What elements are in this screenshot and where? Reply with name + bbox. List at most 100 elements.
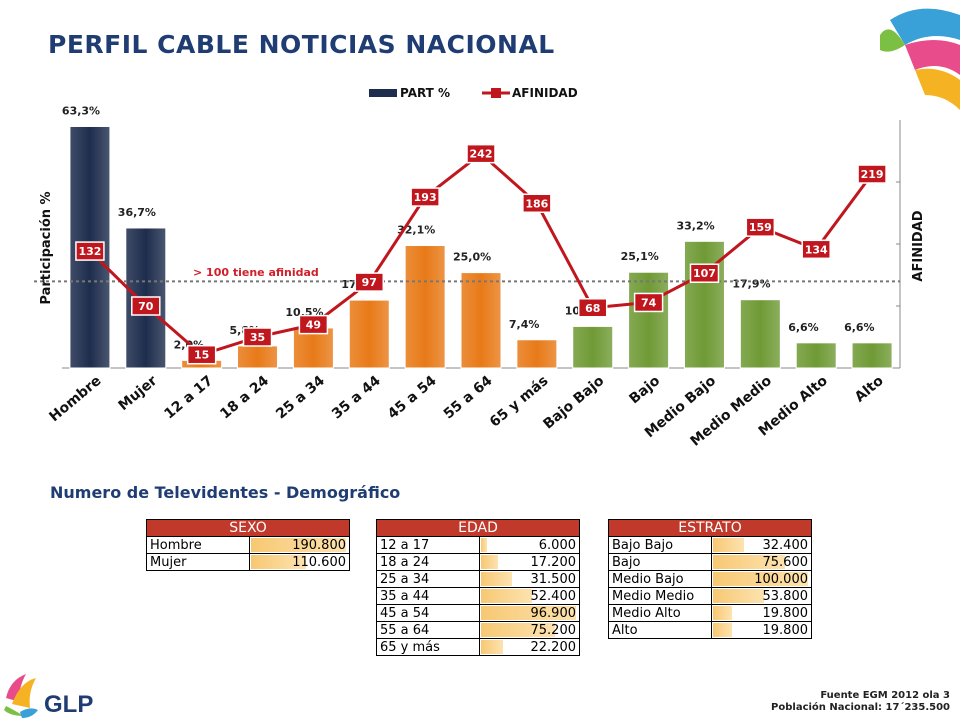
category-label-4: 25 a 34 (273, 373, 328, 423)
table-row: 35 a 44 52.400 (376, 587, 580, 605)
row-label: 65 y más (376, 638, 480, 656)
table-row: 45 a 54 96.900 (376, 604, 580, 622)
row-label: Bajo (608, 553, 712, 571)
category-label-2: 12 a 17 (161, 373, 216, 423)
category-label-0: Hombre (46, 373, 104, 425)
table-row: Medio Alto 19.800 (608, 604, 812, 622)
bar-label-10: 25,1% (621, 250, 659, 263)
row-value: 19.800 (711, 604, 812, 622)
row-label: 18 a 24 (376, 553, 480, 571)
value-text: 22.200 (530, 639, 577, 655)
afinidad-label-5: 97 (362, 276, 377, 289)
row-label: Medio Bajo (608, 570, 712, 588)
table-row: 12 a 17 6.000 (376, 536, 580, 554)
table-sexo: SEXO Hombre 190.800 Mujer 110.600 (146, 519, 350, 571)
afinidad-point-3 (242, 327, 273, 347)
table-row: Medio Medio 53.800 (608, 587, 812, 605)
afinidad-label-14: 219 (861, 168, 884, 181)
row-value: 32.400 (711, 536, 812, 554)
bar-12 (739, 299, 781, 369)
table-row: Bajo 75.600 (608, 553, 812, 571)
y-axis-title: Participación % (39, 191, 54, 304)
value-text: 190.800 (292, 537, 346, 553)
afinidad-point-14 (857, 164, 887, 184)
value-text: 19.800 (762, 622, 809, 638)
table-header: SEXO (146, 519, 350, 537)
row-value: 75.600 (711, 553, 812, 571)
afinidad-point-10 (633, 292, 664, 313)
data-bar (481, 640, 503, 654)
logo-text: GLP (44, 691, 93, 718)
row-value: 100.000 (711, 570, 812, 588)
category-label-3: 18 a 24 (217, 373, 272, 423)
afinidad-label-2: 15 (194, 349, 209, 362)
afinidad-label-7: 242 (470, 148, 493, 161)
category-labels: Hombre Mujer 12 a 17 18 a 24 25 a 34 35 a 44 4… (46, 373, 886, 450)
bar-3 (237, 345, 279, 369)
category-label-9: Bajo Bajo (540, 373, 607, 433)
value-text: 110.600 (292, 554, 346, 570)
row-value: 19.800 (711, 621, 812, 639)
row-value: 52.400 (479, 587, 580, 605)
data-bar (713, 538, 744, 552)
afinidad-label-3: 35 (250, 331, 265, 344)
legend-label-part: PART % (400, 86, 450, 100)
category-label-6: 45 a 54 (385, 373, 440, 423)
afinidad-point-5 (354, 272, 385, 292)
afinidad-label-12: 159 (749, 221, 772, 234)
data-bar (481, 538, 487, 552)
afinidad-point-8 (522, 193, 552, 214)
data-bar (713, 606, 732, 620)
category-label-7: 55 a 64 (441, 373, 496, 423)
value-text: 75.600 (762, 554, 809, 570)
value-text: 52.400 (530, 588, 577, 604)
table-estrato: ESTRATO Bajo Bajo 32.400 Bajo 75.600 Medio Ba… (608, 519, 812, 639)
afinidad-point-2 (186, 344, 217, 365)
glp-logo: GLP (4, 674, 93, 718)
afinidad-line: 132 70 15 35 49 97 193 242 186 68 74 107 159 134 219 (75, 143, 887, 365)
value-text: 32.400 (762, 537, 809, 553)
axis-titles: Participación % AFINIDAD (39, 191, 926, 304)
chart: 63,3%36,7%2,0%5,8%10,5%17,8%32,1%25,0%7,… (34, 86, 926, 450)
population-line: Población Nacional: 17´235.500 (771, 702, 950, 713)
bar-label-7: 25,0% (453, 251, 491, 264)
category-label-14: Alto (852, 373, 887, 406)
bar-8 (516, 339, 558, 369)
data-bar (251, 555, 307, 569)
afinidad-label-0: 132 (78, 245, 101, 258)
corner-decoration (880, 8, 960, 110)
afinidad-label-6: 193 (414, 191, 437, 204)
bar-7 (460, 272, 502, 369)
category-label-10: Bajo (626, 373, 663, 408)
table-row: 18 a 24 17.200 (376, 553, 580, 571)
afinidad-point-12 (745, 217, 776, 237)
bar-label-8: 7,4% (509, 318, 540, 331)
afinidad-label-4: 49 (306, 319, 321, 332)
afinidad-point-9 (577, 298, 608, 318)
value-text: 6.000 (538, 537, 576, 553)
row-value: 96.900 (479, 604, 580, 622)
page-title: PERFIL CABLE NOTICIAS NACIONAL (48, 30, 555, 59)
afinidad-point-0 (75, 241, 105, 261)
value-text: 96.900 (530, 605, 577, 621)
data-bar (481, 572, 512, 586)
value-text: 31.500 (530, 571, 577, 587)
afinidad-point-11 (689, 263, 720, 283)
bar-label-14: 6,6% (844, 321, 875, 334)
row-value: 17.200 (479, 553, 580, 571)
data-bar (481, 555, 498, 569)
afinidad-label-10: 74 (641, 296, 657, 309)
value-text: 53.800 (762, 588, 809, 604)
afinidad-label-9: 68 (585, 302, 600, 315)
row-label: Hombre (146, 536, 250, 554)
row-value: 6.000 (479, 536, 580, 554)
bar-label-12: 17,9% (732, 278, 770, 291)
row-label: 35 a 44 (376, 587, 480, 605)
value-text: 100.000 (754, 571, 808, 587)
y2-axis-title: AFINIDAD (911, 210, 926, 281)
table-row: Medio Bajo 100.000 (608, 570, 812, 588)
row-label: 25 a 34 (376, 570, 480, 588)
table-row: Alto 19.800 (608, 621, 812, 639)
data-bar (713, 623, 732, 637)
value-text: 75.200 (530, 622, 577, 638)
